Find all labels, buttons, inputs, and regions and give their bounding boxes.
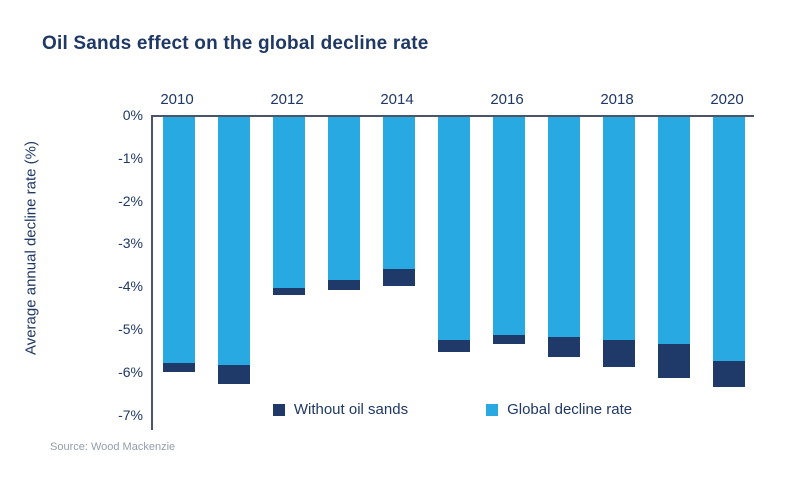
- bar-segment-global-decline: [658, 117, 690, 344]
- bar-2011: [218, 117, 250, 385]
- bar-2018: [603, 117, 635, 368]
- bar-segment-without-oil-sands: [658, 343, 690, 378]
- bar-segment-without-oil-sands: [493, 335, 525, 344]
- y-tick-label: -1%: [118, 149, 143, 166]
- bar-segment-global-decline: [383, 117, 415, 269]
- bar-segment-without-oil-sands: [328, 279, 360, 291]
- plot-area: [151, 115, 754, 430]
- bar-segment-global-decline: [163, 117, 195, 364]
- legend-swatch-icon: [272, 403, 285, 416]
- legend: Without oil sands Global decline rate: [151, 401, 754, 418]
- bar-2019: [658, 117, 690, 378]
- y-tick-label: -5%: [118, 321, 143, 337]
- bar-2014: [383, 117, 415, 286]
- legend-item: Without oil sands: [272, 401, 409, 418]
- bar-segment-without-oil-sands: [603, 339, 635, 368]
- y-tick-label: -2%: [118, 192, 143, 209]
- y-tick-label: -6%: [118, 363, 143, 380]
- bar-segment-global-decline: [218, 117, 250, 366]
- y-tick-label: 0%: [122, 107, 143, 123]
- x-tick-label: 2018: [600, 91, 634, 108]
- bar-segment-without-oil-sands: [713, 361, 745, 387]
- bar-segment-global-decline: [493, 117, 525, 336]
- bar-segment-without-oil-sands: [548, 337, 580, 357]
- bar-segment-without-oil-sands: [383, 268, 415, 286]
- bar-segment-without-oil-sands: [218, 365, 250, 385]
- legend-item: Global decline rate: [486, 401, 632, 418]
- bar-segment-global-decline: [713, 117, 745, 361]
- source-note: Source: Wood Mackenzie: [50, 441, 176, 453]
- bar-2020: [713, 117, 745, 387]
- bar-segment-global-decline: [603, 117, 635, 340]
- bar-2013: [328, 117, 360, 291]
- bar-segment-without-oil-sands: [163, 363, 195, 372]
- bar-2016: [493, 117, 525, 344]
- legend-swatch-icon: [486, 403, 499, 416]
- chart-title: Oil Sands effect on the global decline r…: [42, 33, 429, 54]
- bar-segment-global-decline: [548, 117, 580, 338]
- legend-label: Without oil sands: [293, 401, 409, 418]
- x-tick-label: 2014: [380, 91, 414, 108]
- bar-2010: [163, 117, 195, 372]
- y-tick-label: -3%: [118, 235, 143, 252]
- y-axis-title: Average annual decline rate (%): [22, 140, 40, 356]
- bar-segment-global-decline: [328, 117, 360, 280]
- x-tick-label: 2010: [160, 91, 194, 108]
- bar-segment-global-decline: [438, 117, 470, 340]
- bar-segment-without-oil-sands: [438, 339, 470, 353]
- bar-2017: [548, 117, 580, 357]
- x-tick-label: 2020: [710, 91, 744, 108]
- y-tick-label: -7%: [118, 406, 143, 423]
- x-tick-label: 2012: [270, 91, 304, 108]
- legend-label: Global decline rate: [507, 401, 633, 418]
- bar-segment-without-oil-sands: [273, 288, 305, 295]
- bar-segment-global-decline: [273, 117, 305, 289]
- x-tick-label: 2016: [490, 91, 524, 108]
- bar-2012: [273, 117, 305, 295]
- y-tick-label: -4%: [118, 278, 143, 295]
- bar-2015: [438, 117, 470, 353]
